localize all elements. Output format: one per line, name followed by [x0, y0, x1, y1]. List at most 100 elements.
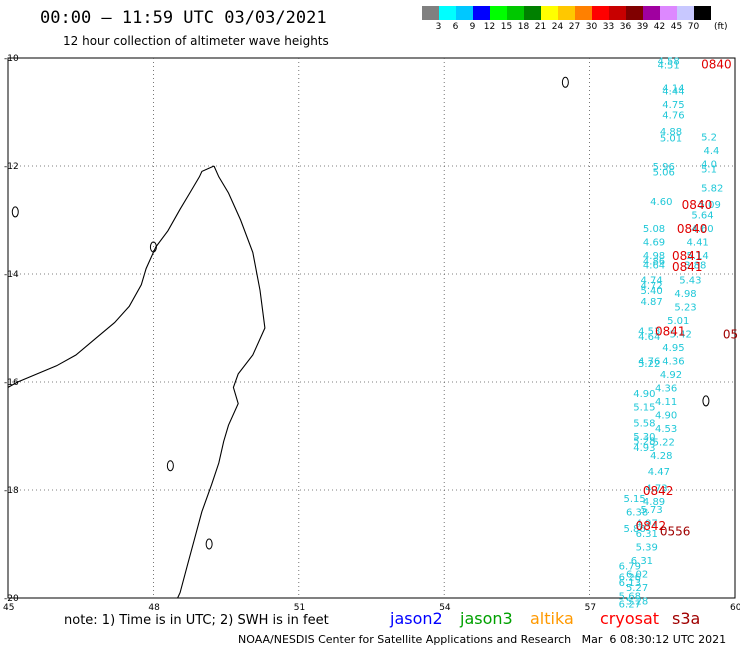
swh-value-label: 5.30 [633, 432, 655, 443]
swh-value-label: 4.44 [662, 86, 684, 97]
color-swatch [490, 6, 507, 20]
color-swatch [592, 6, 609, 20]
obs-time-label: 05 [723, 327, 738, 341]
island-outline [561, 76, 569, 88]
swh-value-label: 5.2 [701, 132, 717, 143]
swh-value-label: 4.90 [633, 389, 655, 400]
swh-value-label: 4.75 [662, 100, 684, 111]
swh-value-label: 3.88 [684, 260, 706, 271]
swh-value-label: 5.42 [670, 329, 692, 340]
lon-label: 51 [294, 603, 305, 613]
swh-value-label: 5.1 [701, 165, 717, 176]
swh-value-label: 5.06 [653, 167, 675, 178]
color-scale-label: 39 [636, 22, 649, 32]
swh-value-label: 4.90 [655, 410, 677, 421]
madagascar-east-coast [177, 165, 266, 599]
swh-value-label: 6.31 [636, 529, 658, 540]
color-swatch [643, 6, 660, 20]
swh-value-label: 6.27 [619, 599, 641, 610]
swh-value-label: 4.98 [643, 251, 665, 262]
lon-label: 60 [730, 603, 740, 613]
swh-value-label: 5.22 [638, 359, 660, 370]
color-swatch [507, 6, 524, 20]
swh-value-label: 5.22 [653, 437, 675, 448]
swh-value-label: 5.73 [640, 505, 662, 516]
island-outline [149, 241, 157, 253]
island-outline [166, 460, 174, 472]
color-scale-label: 30 [585, 22, 598, 32]
color-scale-label: 21 [534, 22, 547, 32]
color-swatch [422, 6, 439, 20]
swh-value-label: 4.88 [660, 127, 682, 138]
swh-value-label: 4.60 [650, 197, 672, 208]
color-scale-label: 12 [483, 22, 496, 32]
color-swatch [456, 6, 473, 20]
color-swatch [660, 6, 677, 20]
swh-value-label: 4.76 [638, 356, 660, 367]
color-scale-unit: (ft) [714, 22, 728, 32]
swh-value-label: 4.53 [638, 327, 660, 338]
lat-label: -18 [4, 486, 19, 496]
swh-value-label: 4.41 [687, 238, 709, 249]
swh-value-label: 5.86 [624, 524, 646, 535]
color-scale-label: 36 [619, 22, 632, 32]
swh-value-label: 5.96 [653, 162, 675, 173]
obs-time-label: 0840 [682, 198, 713, 212]
island-outline [702, 395, 710, 407]
swh-value-label: 4.69 [643, 238, 665, 249]
color-swatch [439, 6, 456, 20]
swh-value-label: 5.64 [691, 211, 713, 222]
swh-value-label: 5.28 [633, 436, 655, 447]
sat-legend-jason3: jason3 [460, 609, 513, 628]
swh-value-label: 4.51 [657, 60, 679, 71]
color-scale-label: 42 [653, 22, 666, 32]
swh-value-label: 5.01 [660, 133, 682, 144]
swh-value-label: 4.60 [691, 224, 713, 235]
map-frame [7, 57, 736, 599]
color-swatch [473, 6, 490, 20]
swh-value-label: 6.02 [626, 570, 648, 581]
lon-label: 54 [439, 603, 451, 613]
color-scale-label: 3 [435, 22, 442, 32]
color-scale-label: 45 [670, 22, 683, 32]
obs-time-label: 0841 [672, 249, 703, 263]
swh-value-label: 5.82 [701, 184, 723, 195]
swh-value-label: 6.79 [619, 562, 641, 573]
swh-value-label: 4.47 [648, 467, 670, 478]
sat-legend-jason2: jason2 [390, 609, 443, 628]
color-scale-label: 33 [602, 22, 615, 32]
swh-value-label: 5.15 [633, 402, 655, 413]
lat-label: -16 [4, 378, 19, 388]
color-scale-label: 70 [687, 22, 700, 32]
color-scale-label: 24 [551, 22, 564, 32]
obs-time-label: 0842 [643, 484, 674, 498]
swh-value-label: 4.11 [655, 397, 677, 408]
swh-value-label: 5.09 [699, 200, 721, 211]
sat-legend-s3a: s3a [672, 609, 701, 628]
swh-value-label: 5.14 [687, 251, 709, 262]
swh-value-label: 5.15 [624, 494, 646, 505]
swh-value-label: 4.36 [655, 383, 677, 394]
swh-value-label: 5.39 [636, 543, 658, 554]
color-scale-label: 15 [500, 22, 513, 32]
obs-time-label: 0840 [701, 57, 732, 71]
swh-value-label: 4.73 [645, 483, 667, 494]
swh-value-label: 6.31 [631, 556, 653, 567]
swh-value-label: 5.68 [619, 591, 641, 602]
color-scale-label: 27 [568, 22, 581, 32]
swh-value-label: 5.01 [667, 316, 689, 327]
color-scale-label: 18 [517, 22, 530, 32]
swh-value-label: 5.27 [626, 583, 648, 594]
madagascar-west-coast [7, 165, 215, 388]
sat-legend-altika: altika [530, 609, 574, 628]
obs-time-label: 0841 [655, 325, 686, 339]
sat-legend-cryosat: cryosat [600, 609, 660, 628]
lon-label: 48 [148, 603, 160, 613]
lat-label: -14 [4, 270, 19, 280]
swh-value-label: 4.0 [701, 159, 717, 170]
obs-time-label: 0556 [660, 525, 691, 539]
color-scale-labels: 3 6 9 12 15 18 21 24 27 30 33 36 39 42 45 70 [422, 22, 702, 32]
lat-label: -10 [4, 54, 19, 64]
color-swatch [541, 6, 558, 20]
swh-value-label: 6.26 [619, 572, 641, 583]
